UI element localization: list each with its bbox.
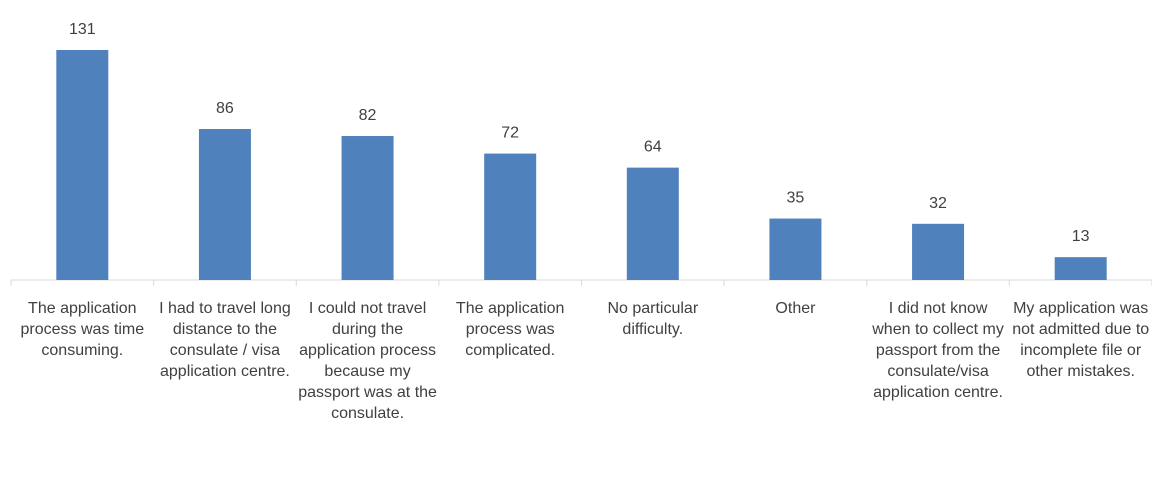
- category-label: The application process was time consumi…: [20, 300, 145, 359]
- bar: [484, 153, 537, 280]
- data-label: 13: [1072, 228, 1090, 245]
- category-label: Other: [775, 300, 816, 317]
- data-label: 72: [501, 125, 519, 142]
- bar: [1054, 257, 1107, 280]
- bar: [626, 167, 679, 280]
- category-label: My application was not admitted due to i…: [1012, 300, 1150, 380]
- category-label: I could not travel during the applicatio…: [298, 300, 437, 422]
- bar: [56, 50, 109, 280]
- category-label: I had to travel long distance to the con…: [159, 300, 291, 380]
- bar: [341, 136, 394, 280]
- category-label: I did not know when to collect my passpo…: [872, 300, 1004, 401]
- data-label: 35: [787, 190, 805, 207]
- data-label: 86: [216, 100, 234, 117]
- category-label: No particular difficulty.: [607, 300, 699, 338]
- bar: [912, 223, 965, 280]
- data-label: 32: [929, 195, 947, 212]
- category-label: The application process was complicated.: [455, 300, 565, 359]
- data-label: 64: [644, 139, 662, 156]
- data-label: 82: [359, 107, 377, 124]
- bar: [198, 129, 251, 280]
- bar: [769, 218, 822, 280]
- data-label: 131: [69, 21, 96, 38]
